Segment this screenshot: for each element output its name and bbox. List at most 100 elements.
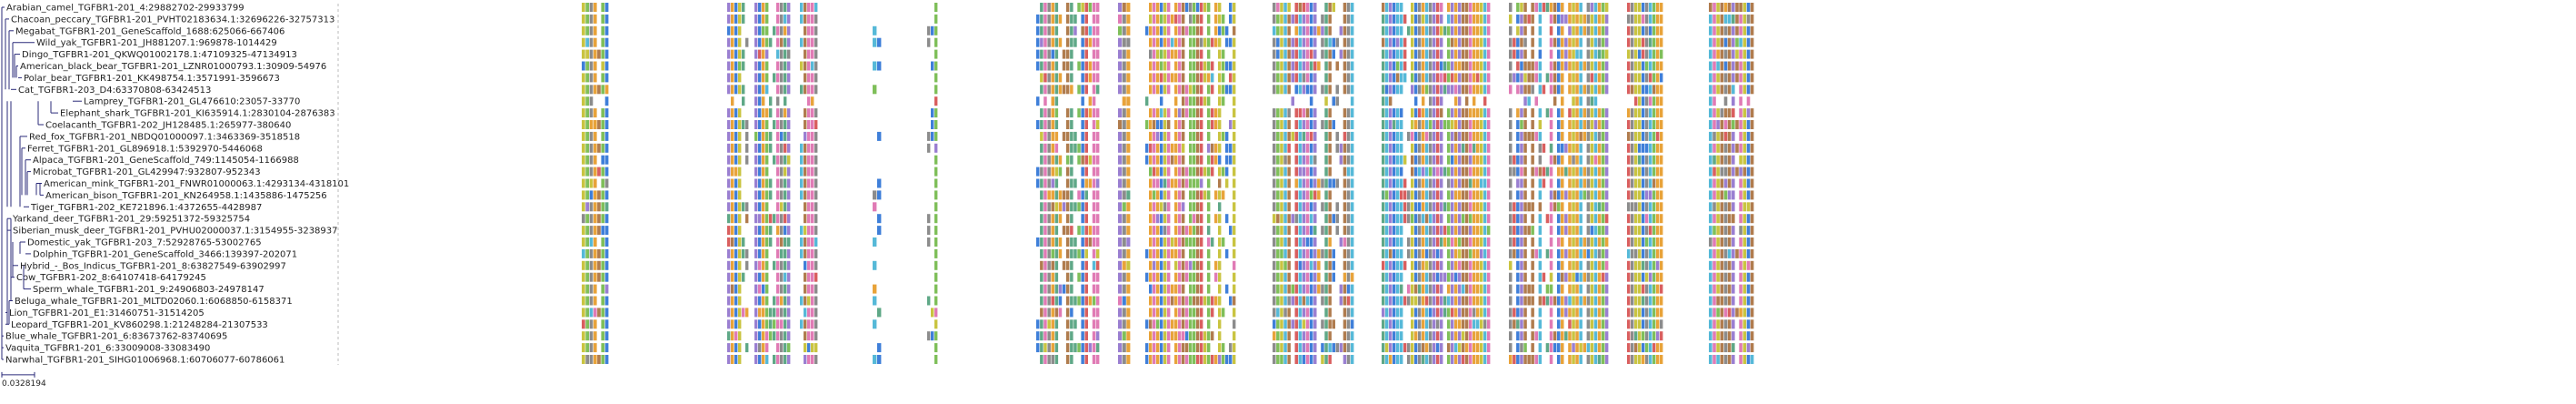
- alignment-cell: [1564, 248, 1568, 258]
- alignment-cell: [1561, 85, 1564, 95]
- alignment-cell: [1189, 3, 1193, 12]
- alignment-cell: [1593, 3, 1598, 12]
- alignment-cell: [1324, 308, 1328, 318]
- alignment-cell: [811, 260, 814, 270]
- alignment-cell: [1549, 248, 1553, 258]
- alignment-cell: [1047, 14, 1051, 24]
- alignment-cell: [1298, 355, 1303, 364]
- alignment-cell: [1660, 308, 1663, 318]
- alignment-cell: [1393, 260, 1396, 270]
- alignment-cell: [1436, 319, 1440, 329]
- alignment-cell: [1393, 355, 1396, 364]
- alignment-cell: [1283, 214, 1287, 224]
- alignment-cell: [1118, 308, 1123, 318]
- alignment-cell: [1218, 37, 1222, 47]
- alignment-cell: [1084, 61, 1088, 71]
- alignment-cell: [807, 61, 811, 71]
- alignment-cell: [1649, 248, 1652, 258]
- alignment-cell: [1193, 14, 1196, 24]
- alignment-cell: [1634, 284, 1638, 294]
- alignment-cell: [1309, 319, 1313, 329]
- alignment-cell: [1389, 131, 1393, 141]
- alignment-cell: [1153, 167, 1156, 177]
- alignment-cell: [1523, 308, 1527, 318]
- alignment-cell: [1579, 284, 1583, 294]
- alignment-cell: [1720, 214, 1724, 224]
- alignment-cell: [934, 308, 938, 318]
- alignment-cell: [1513, 37, 1516, 47]
- alignment-cell: [1058, 85, 1063, 95]
- alignment-cell: [1575, 61, 1579, 71]
- alignment-cell: [1126, 61, 1131, 71]
- alignment-cell: [1156, 25, 1160, 35]
- alignment-cell: [734, 343, 738, 353]
- alignment-cell: [1634, 37, 1638, 47]
- alignment-cell: [1746, 120, 1751, 129]
- alignment-cell: [754, 178, 758, 188]
- alignment-cell: [589, 248, 594, 258]
- alignment-cell: [1193, 260, 1196, 270]
- alignment-cell: [811, 308, 814, 318]
- alignment-cell: [1149, 131, 1153, 141]
- alignment-cell: [1054, 214, 1059, 224]
- alignment-cell: [1313, 143, 1317, 153]
- alignment-cell: [1509, 73, 1513, 83]
- alignment-cell: [804, 237, 807, 247]
- alignment-cell: [1273, 296, 1276, 306]
- alignment-cell: [1425, 248, 1429, 258]
- alignment-cell: [601, 226, 605, 236]
- alignment-cell: [1531, 25, 1534, 35]
- alignment-cell: [1211, 167, 1214, 177]
- alignment-cell: [1153, 49, 1156, 59]
- alignment-cell: [814, 260, 818, 270]
- alignment-cell: [745, 143, 749, 153]
- alignment-cell: [1604, 108, 1609, 118]
- alignment-cell: [593, 331, 597, 341]
- alignment-cell: [1051, 226, 1054, 236]
- alignment-cell: [1084, 49, 1088, 59]
- alignment-cell: [1631, 49, 1634, 59]
- alignment-cell: [1436, 3, 1440, 12]
- alignment-cell: [1302, 260, 1306, 270]
- alignment-cell: [1568, 85, 1572, 95]
- alignment-cell: [1593, 143, 1598, 153]
- alignment-cell: [1051, 131, 1054, 141]
- alignment-cell: [1458, 61, 1462, 71]
- alignment-cell: [1523, 61, 1527, 71]
- alignment-cell: [1276, 284, 1280, 294]
- alignment-cell: [1723, 3, 1728, 12]
- alignment-cell: [1051, 108, 1054, 118]
- alignment-cell: [1601, 120, 1605, 129]
- alignment-cell: [1425, 308, 1429, 318]
- alignment-cell: [1414, 272, 1418, 282]
- alignment-cell: [765, 178, 769, 188]
- alignment-cell: [1178, 214, 1182, 224]
- taxon-label: Siberian_musk_deer_TGFBR1-201_PVHU020000…: [13, 227, 338, 237]
- alignment-cell: [727, 143, 731, 153]
- alignment-cell: [754, 61, 758, 71]
- alignment-cell: [1732, 143, 1735, 153]
- alignment-cell: [1400, 25, 1403, 35]
- alignment-cell: [1317, 190, 1321, 200]
- alignment-cell: [1182, 355, 1185, 364]
- alignment-cell: [593, 308, 597, 318]
- alignment-cell: [1465, 260, 1469, 270]
- alignment-cell: [814, 284, 818, 294]
- alignment-cell: [1458, 108, 1462, 118]
- alignment-cell: [1436, 355, 1440, 364]
- alignment-cell: [1634, 260, 1638, 270]
- alignment-cell: [1414, 73, 1418, 83]
- alignment-cell: [1403, 155, 1407, 165]
- alignment-cell: [1051, 120, 1054, 129]
- alignment-cell: [1604, 237, 1609, 247]
- alignment-cell: [1073, 37, 1077, 47]
- alignment-cell: [1081, 319, 1084, 329]
- alignment-cell: [1727, 178, 1732, 188]
- alignment-cell: [784, 319, 787, 329]
- alignment-cell: [1389, 73, 1393, 83]
- alignment-cell: [1447, 25, 1451, 35]
- alignment-cell: [1047, 61, 1051, 71]
- alignment-cell: [1656, 343, 1660, 353]
- alignment-cell: [1458, 260, 1462, 270]
- alignment-cell: [1313, 296, 1317, 306]
